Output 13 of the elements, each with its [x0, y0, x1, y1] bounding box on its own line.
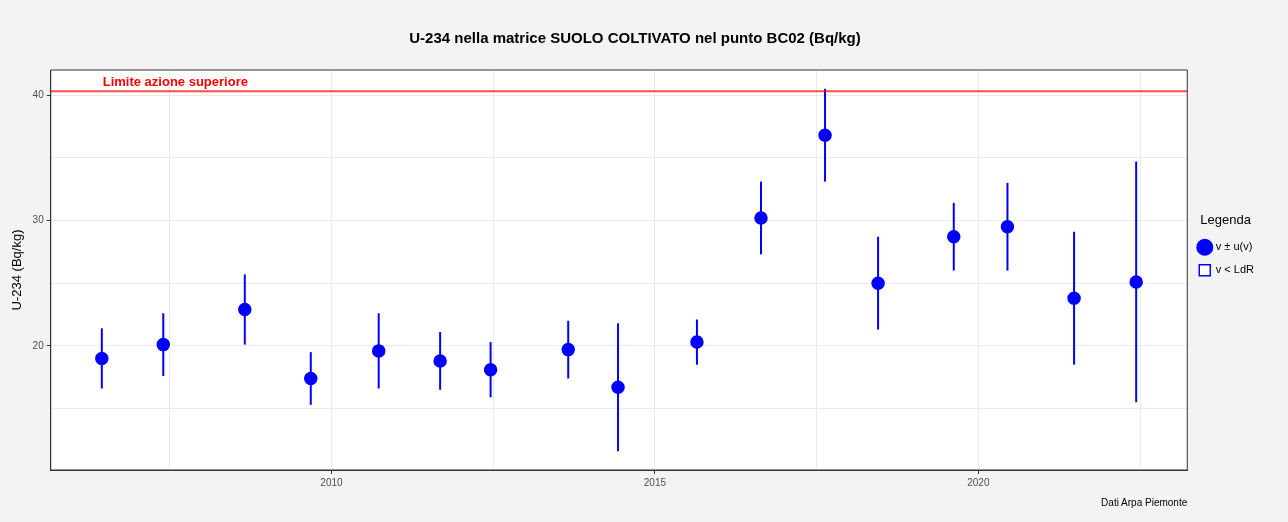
y-axis-title: U-234 (Bq/kg) [9, 229, 25, 311]
legend-label: v ± u(v) [1215, 240, 1253, 253]
x-tick-label: 2015 [643, 476, 667, 488]
y-tick-label: 20 [32, 339, 45, 351]
legend-label: v < LdR [1215, 263, 1255, 276]
x-tick-label: 2020 [967, 476, 990, 488]
text: Dati Arpa Piemonte [1101, 496, 1188, 508]
x-tick-label: 2010 [320, 476, 344, 488]
y-tick-label: 30 [32, 214, 45, 226]
legend-title: Legenda [1200, 212, 1252, 228]
y-tick-label: 40 [32, 88, 45, 100]
chart-title: U-234 nella matrice SUOLO COLTIVATO nel punto BC02 (Bq/kg) [409, 29, 861, 47]
ref-line-label: Limite azione superiore [102, 74, 248, 90]
